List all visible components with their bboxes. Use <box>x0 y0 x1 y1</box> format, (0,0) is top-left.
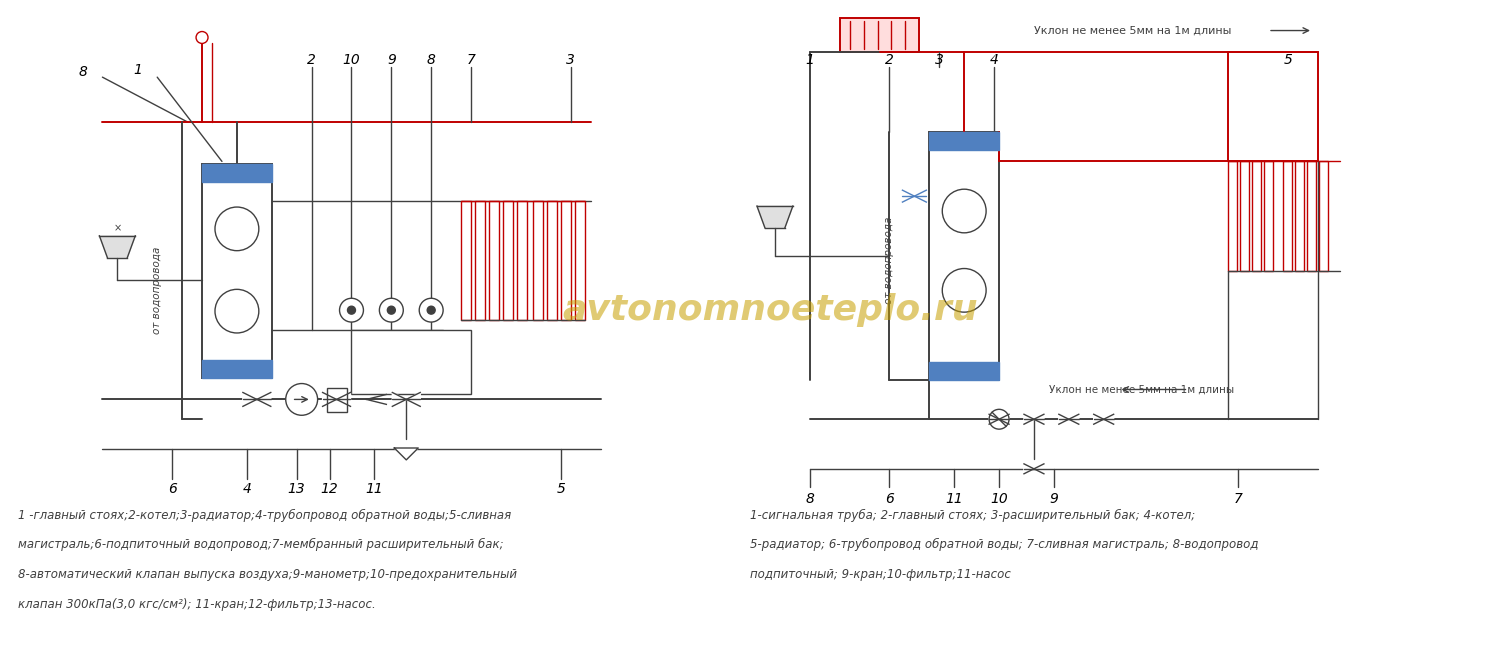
Text: 6: 6 <box>168 482 177 496</box>
Bar <box>1264 162 1274 271</box>
Text: 13: 13 <box>288 482 306 496</box>
Circle shape <box>380 298 404 322</box>
Bar <box>1252 162 1262 271</box>
Circle shape <box>339 298 363 322</box>
Bar <box>489 201 500 320</box>
Text: 5: 5 <box>556 482 566 496</box>
Text: 5: 5 <box>1284 53 1293 67</box>
Text: Уклон не менее 5мм на 1м длины: Уклон не менее 5мм на 1м длины <box>1048 385 1234 395</box>
Text: ×: × <box>114 223 122 233</box>
Bar <box>574 201 585 320</box>
Circle shape <box>988 409 1010 429</box>
Text: 7: 7 <box>1233 492 1242 506</box>
Circle shape <box>214 207 260 251</box>
Text: 8: 8 <box>426 53 435 67</box>
Text: 1: 1 <box>134 63 141 77</box>
Bar <box>1294 162 1304 271</box>
Polygon shape <box>366 395 387 399</box>
Text: 8-автоматический клапан выпуска воздуха;9-манометр;10-предохранительный: 8-автоматический клапан выпуска воздуха;… <box>18 568 516 581</box>
Bar <box>503 201 513 320</box>
Text: 1-сигнальная труба; 2-главный стоях; 3-расширительный бак; 4-котел;: 1-сигнальная труба; 2-главный стоях; 3-р… <box>750 508 1196 521</box>
Bar <box>202 360 272 378</box>
Polygon shape <box>256 393 272 407</box>
Bar <box>476 201 484 320</box>
Text: 9: 9 <box>387 53 396 67</box>
Text: 7: 7 <box>466 53 476 67</box>
Bar <box>561 201 570 320</box>
Bar <box>1318 162 1328 271</box>
Text: от водопровода: от водопровода <box>885 217 894 304</box>
Text: клапан 300кПа(3,0 кгс/см²); 11-кран;12-фильтр;13-насос.: клапан 300кПа(3,0 кгс/см²); 11-кран;12-ф… <box>18 598 375 610</box>
Circle shape <box>285 383 318 415</box>
Bar <box>202 164 272 182</box>
Text: 5-радиатор; 6-трубопровод обратной воды; 7-сливная магистраль; 8-водопровод: 5-радиатор; 6-трубопровод обратной воды;… <box>750 539 1258 551</box>
Bar <box>532 201 543 320</box>
Bar <box>930 132 999 150</box>
Circle shape <box>214 289 260 333</box>
Polygon shape <box>999 414 1010 424</box>
Polygon shape <box>903 190 915 202</box>
Text: 11: 11 <box>366 482 384 496</box>
Bar <box>930 362 999 379</box>
Polygon shape <box>1034 414 1044 424</box>
Polygon shape <box>99 236 135 257</box>
Text: 3: 3 <box>934 53 944 67</box>
Polygon shape <box>406 393 420 407</box>
Circle shape <box>387 306 396 314</box>
Polygon shape <box>1104 414 1113 424</box>
Bar <box>930 132 999 380</box>
Bar <box>460 201 471 320</box>
Circle shape <box>419 298 442 322</box>
Text: 2: 2 <box>308 53 316 67</box>
Text: 1: 1 <box>806 53 814 67</box>
Polygon shape <box>1034 464 1044 474</box>
Text: подпиточный; 9-кран;10-фильтр;11-насос: подпиточный; 9-кран;10-фильтр;11-насос <box>750 568 1011 581</box>
Circle shape <box>196 32 208 44</box>
Polygon shape <box>336 393 351 407</box>
Polygon shape <box>1024 464 1033 474</box>
Text: от водопровода: от водопровода <box>152 247 162 334</box>
Text: 10: 10 <box>990 492 1008 506</box>
Polygon shape <box>243 393 256 407</box>
Text: 9: 9 <box>1050 492 1059 506</box>
Circle shape <box>427 306 435 314</box>
Text: 2: 2 <box>885 53 894 67</box>
Circle shape <box>348 306 355 314</box>
Text: 8: 8 <box>78 65 87 79</box>
Bar <box>518 201 526 320</box>
Bar <box>1228 162 1238 271</box>
Bar <box>840 18 920 52</box>
Polygon shape <box>988 414 999 424</box>
Polygon shape <box>1024 414 1033 424</box>
Bar <box>202 164 272 378</box>
Text: 4: 4 <box>243 482 252 496</box>
Text: 3: 3 <box>566 53 574 67</box>
Bar <box>351 330 471 395</box>
Polygon shape <box>758 206 794 228</box>
Circle shape <box>942 189 986 233</box>
Polygon shape <box>1059 414 1070 424</box>
Text: 11: 11 <box>945 492 963 506</box>
Polygon shape <box>1094 414 1104 424</box>
Text: 10: 10 <box>342 53 360 67</box>
Bar <box>548 201 556 320</box>
Polygon shape <box>322 393 336 407</box>
Text: 4: 4 <box>990 53 999 67</box>
Text: 12: 12 <box>321 482 339 496</box>
Text: 8: 8 <box>806 492 814 506</box>
Text: Уклон не менее 5мм на 1м длины: Уклон не менее 5мм на 1м длины <box>1034 26 1232 36</box>
Text: 1 -главный стоях;2-котел;3-радиатор;4-трубопровод обратной воды;5-сливная: 1 -главный стоях;2-котел;3-радиатор;4-тр… <box>18 508 512 521</box>
Polygon shape <box>1070 414 1078 424</box>
Circle shape <box>942 269 986 312</box>
Bar <box>1306 162 1316 271</box>
Bar <box>1282 162 1292 271</box>
Text: avtonomnoeteplo.ru: avtonomnoeteplo.ru <box>562 293 978 327</box>
Bar <box>327 387 346 412</box>
Text: 6: 6 <box>885 492 894 506</box>
Polygon shape <box>393 393 406 407</box>
Polygon shape <box>394 448 418 460</box>
Polygon shape <box>915 190 927 202</box>
Text: магистраль;6-подпиточный водопровод;7-мембранный расширительный бак;: магистраль;6-подпиточный водопровод;7-ме… <box>18 539 504 551</box>
Bar <box>1240 162 1250 271</box>
